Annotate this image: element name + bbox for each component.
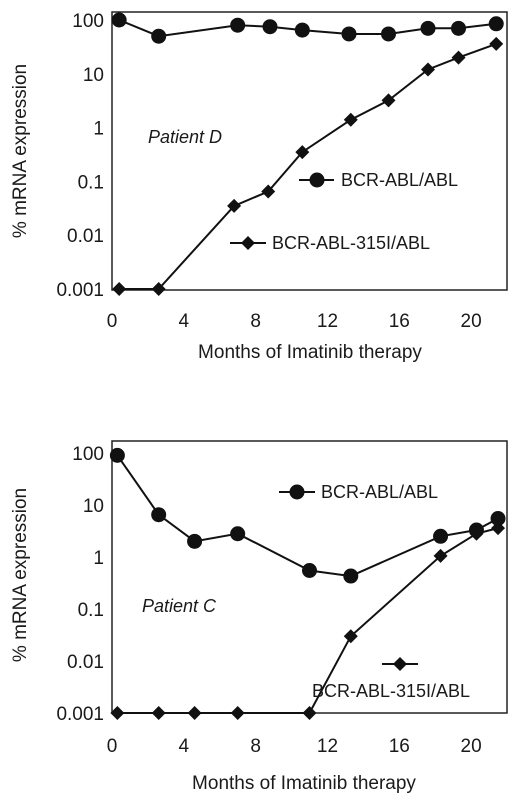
y-tick-label: 0.001 — [56, 280, 104, 301]
data-point-bcr-abl — [230, 17, 246, 33]
y-tick-label: 100 — [72, 11, 104, 32]
data-point-bcr-abl-315i — [187, 706, 202, 720]
data-point-bcr-abl-315i — [151, 706, 166, 720]
x-tick-labels: 0 4 8 12 16 20 — [107, 736, 482, 757]
data-point-bcr-abl — [420, 20, 436, 36]
y-tick-label: 100 — [72, 444, 104, 465]
series-line-bcr-abl-315i — [119, 42, 497, 290]
data-point-bcr-abl-315i — [343, 629, 358, 644]
data-point-bcr-abl-315i — [227, 198, 242, 213]
data-point-bcr-abl — [341, 26, 357, 42]
chart-panel-patient-d: 100 10 1 0.1 0.01 0.001 0 4 8 12 16 20 Patient D B… — [10, 11, 508, 363]
legend-label-bcr-abl: BCR-ABL/ABL — [321, 482, 438, 502]
y-tick-label: 0.01 — [67, 226, 104, 247]
y-tick-labels: 100 10 1 0.1 0.01 0.001 — [56, 11, 104, 301]
data-point-bcr-abl-315i — [112, 282, 127, 296]
legend: BCR-ABL/ABL BCR-ABL-315I/ABL — [230, 170, 458, 253]
x-tick-label: 20 — [461, 311, 482, 332]
x-tick-label: 16 — [389, 311, 410, 332]
data-point-bcr-abl-315i — [491, 521, 506, 536]
y-tick-label: 0.1 — [78, 172, 104, 193]
legend-marker-circle — [289, 484, 305, 500]
y-tick-label: 0.1 — [78, 600, 104, 621]
data-point-bcr-abl — [433, 528, 449, 544]
data-point-bcr-abl-315i — [451, 50, 466, 65]
x-tick-label: 8 — [250, 736, 261, 757]
series-lines — [118, 19, 497, 290]
y-tick-label: 0.001 — [56, 704, 104, 725]
data-point-bcr-abl-315i — [230, 706, 245, 720]
x-tick-label: 4 — [179, 311, 190, 332]
data-point-bcr-abl-315i — [489, 36, 504, 51]
y-tick-label: 0.01 — [67, 652, 104, 673]
data-point-bcr-abl — [343, 568, 359, 584]
patient-annotation: Patient C — [142, 596, 217, 616]
legend-label-bcr-abl: BCR-ABL/ABL — [341, 170, 458, 190]
series-line-bcr-abl — [118, 19, 497, 38]
y-tick-labels: 100 10 1 0.1 0.01 0.001 — [56, 444, 104, 725]
series-markers — [111, 12, 504, 296]
x-tick-label: 4 — [179, 736, 190, 757]
x-tick-label: 16 — [389, 736, 410, 757]
data-point-bcr-abl-315i — [302, 706, 317, 720]
legend-marker-diamond — [393, 657, 407, 671]
y-tick-label: 1 — [93, 119, 104, 140]
data-point-bcr-abl — [230, 526, 246, 542]
x-tick-label: 0 — [107, 736, 118, 757]
data-point-bcr-abl — [151, 28, 167, 44]
legend-label-bcr-abl-315i: BCR-ABL-315I/ABL — [272, 233, 430, 253]
data-point-bcr-abl — [111, 12, 127, 28]
data-point-bcr-abl — [294, 22, 310, 38]
data-point-bcr-abl — [151, 507, 167, 523]
x-axis-label: Months of Imatinib therapy — [192, 773, 416, 794]
data-point-bcr-abl — [109, 447, 125, 463]
data-point-bcr-abl-315i — [381, 93, 396, 108]
data-point-bcr-abl — [488, 16, 504, 32]
data-point-bcr-abl — [187, 533, 203, 549]
data-point-bcr-abl-315i — [343, 112, 358, 127]
data-point-bcr-abl — [490, 511, 506, 527]
plot-area-frame — [111, 11, 508, 291]
legend-label-bcr-abl-315i: BCR-ABL-315I/ABL — [312, 681, 470, 701]
data-point-bcr-abl — [381, 26, 396, 42]
data-point-bcr-abl-315i — [295, 145, 310, 160]
x-tick-label: 12 — [317, 736, 338, 757]
y-tick-label: 10 — [83, 496, 104, 517]
legend-marker-circle — [309, 172, 325, 188]
y-axis-label: % mRNA expression — [10, 488, 31, 662]
series-markers — [109, 447, 506, 720]
data-point-bcr-abl — [262, 19, 278, 35]
x-tick-label: 0 — [107, 311, 118, 332]
x-axis-label: Months of Imatinib therapy — [198, 342, 422, 363]
y-axis-label: % mRNA expression — [10, 64, 31, 238]
legend: BCR-ABL/ABL BCR-ABL-315I/ABL — [279, 482, 470, 701]
data-point-bcr-abl-315i — [469, 526, 484, 541]
chart-panel-patient-c: 100 10 1 0.1 0.01 0.001 0 4 8 12 16 20 Patient C B… — [10, 440, 508, 794]
data-point-bcr-abl-315i — [110, 706, 125, 720]
x-tick-label: 8 — [250, 311, 261, 332]
x-tick-label: 20 — [461, 736, 482, 757]
data-point-bcr-abl — [451, 20, 467, 36]
y-tick-label: 10 — [83, 65, 104, 86]
patient-annotation: Patient D — [148, 127, 222, 147]
data-point-bcr-abl-315i — [151, 282, 166, 296]
data-point-bcr-abl-315i — [421, 62, 435, 77]
x-tick-labels: 0 4 8 12 16 20 — [107, 311, 482, 332]
data-point-bcr-abl-315i — [261, 184, 276, 199]
data-point-bcr-abl — [302, 563, 317, 579]
y-tick-label: 1 — [93, 548, 104, 569]
legend-marker-diamond — [241, 236, 255, 250]
series-lines — [116, 454, 499, 714]
data-point-bcr-abl-315i — [433, 548, 448, 563]
x-tick-label: 12 — [317, 311, 338, 332]
